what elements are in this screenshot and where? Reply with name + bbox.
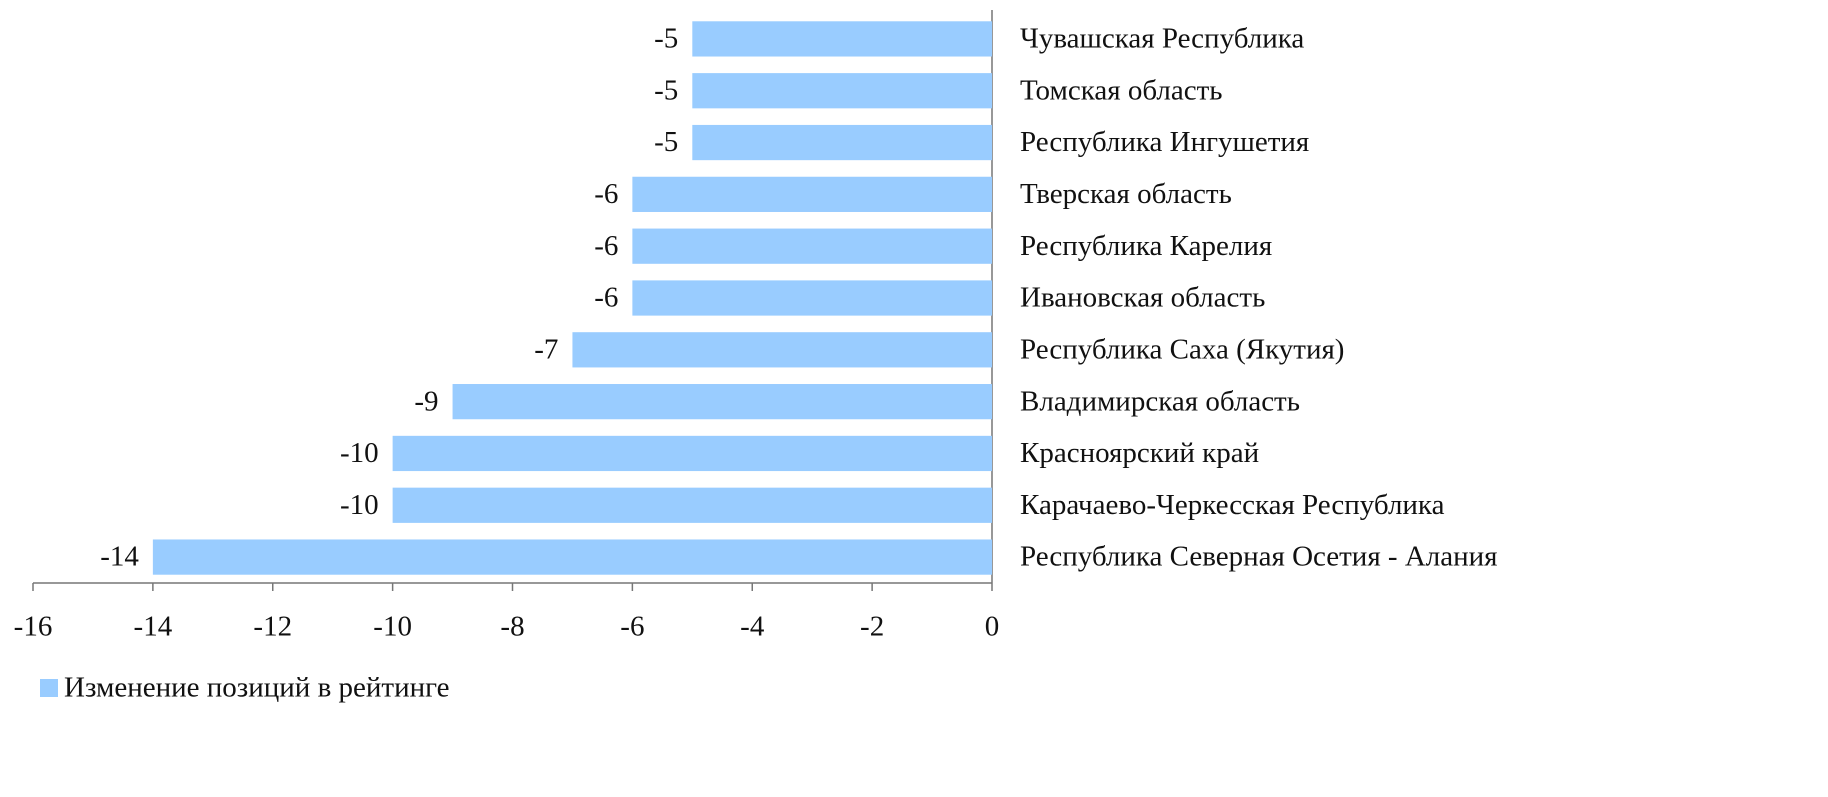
legend-label: Изменение позиций в рейтинге: [64, 672, 450, 704]
x-tick-label: -4: [740, 611, 765, 643]
category-label: Ивановская область: [1020, 282, 1265, 314]
data-label: -9: [414, 385, 438, 417]
bar: [632, 228, 992, 264]
category-label: Республика Карелия: [1020, 230, 1272, 262]
category-label: Карачаево-Черкесская Республика: [1020, 489, 1445, 521]
bar: [692, 73, 992, 109]
x-tick-label: -10: [373, 611, 412, 643]
data-label: -6: [594, 230, 618, 262]
data-label: -5: [654, 126, 678, 158]
x-tick-label: -12: [253, 611, 292, 643]
category-label: Чувашская Республика: [1020, 23, 1304, 55]
category-label: Красноярский край: [1020, 437, 1259, 469]
x-tick-label: -14: [134, 611, 173, 643]
category-label: Владимирская область: [1020, 385, 1300, 417]
bar: [692, 21, 992, 57]
legend-swatch: [40, 679, 58, 697]
category-label: Республика Ингушетия: [1020, 126, 1309, 158]
category-label: Республика Саха (Якутия): [1020, 333, 1344, 365]
x-tick-label: -6: [620, 611, 644, 643]
data-label: -6: [594, 178, 618, 210]
bar: [692, 124, 992, 161]
bar: [572, 332, 992, 368]
data-label: -5: [654, 23, 678, 55]
x-tick-label: -2: [860, 611, 884, 643]
data-label: -7: [534, 333, 558, 365]
x-tick-label: -16: [14, 611, 53, 643]
bar: [632, 176, 992, 212]
bar: [152, 539, 992, 575]
data-label: -14: [100, 541, 139, 573]
data-label: -5: [654, 74, 678, 106]
data-label: -10: [340, 489, 379, 521]
x-tick-label: 0: [985, 611, 1000, 643]
x-tick-label: -8: [500, 611, 524, 643]
category-label: Республика Северная Осетия - Алания: [1020, 541, 1497, 573]
bar: [392, 435, 992, 472]
category-label: Тверская область: [1020, 178, 1232, 210]
data-label: -6: [594, 282, 618, 314]
category-label: Томская область: [1020, 74, 1222, 106]
bar: [632, 280, 992, 316]
bar: [452, 384, 992, 420]
bar: [392, 487, 992, 523]
data-label: -10: [340, 437, 379, 469]
